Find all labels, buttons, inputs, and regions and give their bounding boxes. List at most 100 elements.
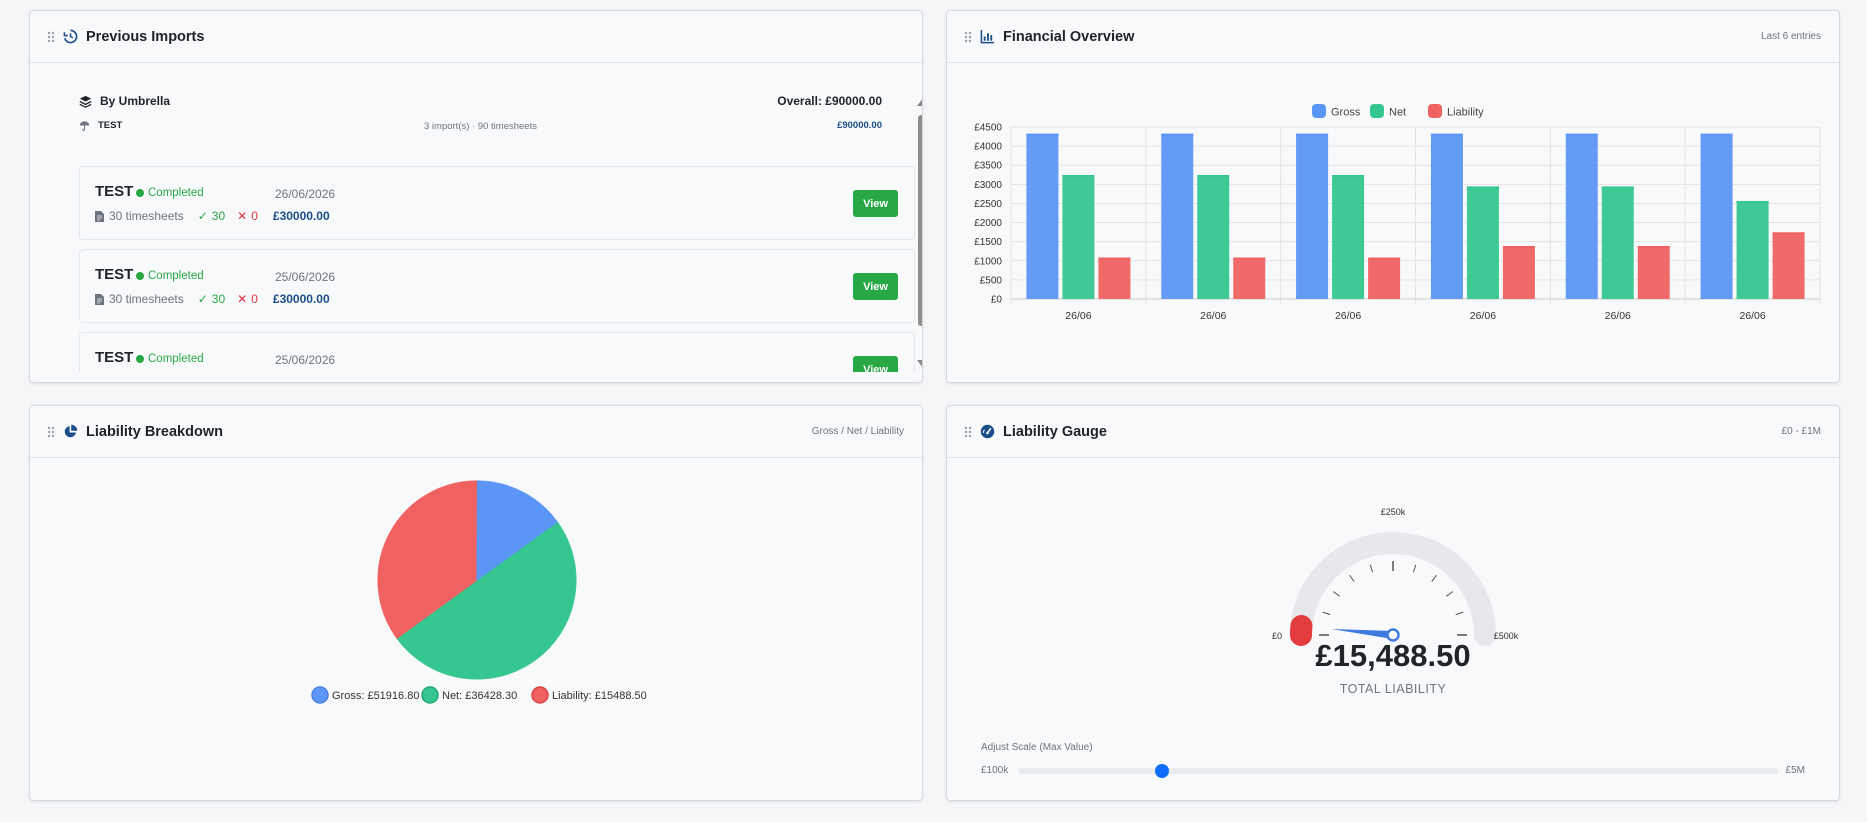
bar-gross	[1296, 133, 1329, 299]
view-button[interactable]: View	[853, 190, 898, 217]
legend-label: Liability	[1447, 107, 1484, 119]
drag-handle-icon[interactable]	[47, 426, 55, 438]
umbrella-overall-total: Overall: £90000.00	[777, 94, 882, 108]
view-button[interactable]: View	[853, 273, 898, 300]
view-button[interactable]: View	[853, 356, 898, 372]
umbrella-client-row: TEST 3 import(s) · 90 timesheets £90000.…	[79, 120, 882, 134]
financial-overview-header: Financial Overview Last 6 entries	[947, 11, 1839, 63]
import-date: 26/06/2026	[275, 187, 336, 201]
gauge-value-label: TOTAL LIABILITY	[1339, 682, 1447, 696]
umbrella-group-header: By Umbrella Overall: £90000.00	[79, 94, 882, 112]
import-item: TEST Completed 25/06/2026 30 timesheets …	[79, 249, 915, 323]
card-hint: Last 6 entries	[1760, 31, 1821, 42]
file-icon	[95, 210, 104, 222]
umbrella-client-amount: £90000.00	[837, 120, 882, 131]
bar-liability	[1368, 257, 1401, 299]
import-timesheets: 30 timesheets	[109, 209, 184, 223]
x-tick-label: 26/06	[1335, 310, 1361, 322]
drag-handle-icon[interactable]	[47, 31, 55, 43]
bar-liability	[1098, 257, 1131, 299]
y-tick-label: £0	[991, 295, 1003, 306]
legend-swatch	[1370, 104, 1384, 118]
liability-breakdown-card: Liability Breakdown Gross / Net / Liabil…	[29, 405, 923, 801]
legend-label: Gross: £51916.80	[332, 690, 419, 702]
scroll-down-icon[interactable]	[917, 360, 922, 368]
previous-imports-card: Previous Imports By Umbrella Overall: £9…	[29, 10, 923, 383]
bar-gross	[1565, 133, 1598, 299]
liability-gauge-card: Liability Gauge £0 - £1M £0 £250k £500k £1…	[946, 405, 1840, 801]
pie-slice-liability	[377, 480, 479, 640]
card-title: Previous Imports	[86, 28, 205, 45]
x-tick-label: 26/06	[1200, 310, 1226, 322]
bar-liability	[1772, 232, 1805, 299]
bar-liability	[1233, 257, 1266, 299]
y-tick-label: £3500	[974, 161, 1002, 172]
y-tick-label: £1000	[974, 256, 1002, 267]
drag-handle-icon[interactable]	[964, 426, 972, 438]
imports-scrollbar[interactable]	[916, 93, 922, 373]
card-title: Liability Breakdown	[86, 423, 223, 440]
import-status-text: Completed	[148, 187, 204, 199]
x-tick-label: 26/06	[1739, 310, 1765, 322]
file-icon	[95, 293, 104, 305]
pie-slice-gross	[476, 480, 558, 582]
drag-handle-icon[interactable]	[964, 31, 972, 43]
card-hint: Gross / Net / Liability	[811, 426, 904, 437]
umbrella-client-meta: 3 import(s) · 90 timesheets	[424, 121, 537, 132]
legend-swatch	[311, 686, 329, 704]
import-date: 25/06/2026	[275, 270, 336, 284]
status-dot-icon	[136, 272, 144, 280]
financial-overview-card: Financial Overview Last 6 entries Gross N…	[946, 10, 1840, 383]
bar-net	[1062, 175, 1095, 299]
check-icon: ✓	[197, 209, 208, 223]
y-tick-label: £4500	[974, 123, 1002, 134]
imports-list[interactable]: TEST Completed 26/06/2026 30 timesheets …	[79, 166, 915, 372]
import-status: Completed	[136, 353, 204, 365]
bar-net	[1197, 175, 1230, 299]
y-tick-label: £500	[980, 275, 1003, 286]
previous-imports-header: Previous Imports	[30, 11, 922, 63]
x-tick-label: 26/06	[1605, 310, 1631, 322]
gauge-mid-label: £250k	[1381, 507, 1406, 517]
gauge-tick	[1446, 591, 1454, 597]
gauge-min-label: £0	[1272, 631, 1282, 641]
scale-max-label: £5M	[1785, 765, 1805, 776]
bar-net	[1332, 175, 1365, 299]
scale-min-label: £100k	[981, 765, 1009, 776]
y-tick-label: £2500	[974, 199, 1002, 210]
scrollbar-thumb[interactable]	[918, 115, 922, 326]
gauge-tick	[1412, 564, 1417, 573]
bar-gross	[1430, 133, 1463, 299]
scale-slider[interactable]	[1018, 764, 1778, 778]
scale-slider-thumb[interactable]	[1155, 764, 1170, 778]
cross-icon: ✕	[237, 292, 248, 306]
import-failed-count: 0	[251, 209, 258, 223]
bar-liability	[1637, 246, 1670, 299]
import-name: TEST	[95, 349, 134, 366]
umbrella-client: TEST	[79, 120, 122, 131]
legend-swatch	[1428, 104, 1442, 118]
liability-breakdown-header: Liability Breakdown Gross / Net / Liabil…	[30, 406, 922, 458]
card-title: Liability Gauge	[1003, 423, 1107, 440]
import-item: TEST Completed 25/06/2026 View	[79, 332, 915, 372]
bar-chart-icon	[980, 29, 995, 44]
gauge-tick	[1322, 611, 1331, 616]
import-name: TEST	[95, 266, 134, 283]
card-hint: £0 - £1M	[1781, 426, 1821, 437]
x-tick-label: 26/06	[1470, 310, 1496, 322]
import-status: Completed	[136, 270, 204, 282]
status-dot-icon	[136, 355, 144, 363]
cross-icon: ✕	[237, 209, 248, 223]
gauge-track	[1290, 532, 1496, 646]
legend-label: Net	[1389, 107, 1406, 119]
bar-liability	[1502, 246, 1535, 299]
history-icon	[63, 29, 78, 44]
status-dot-icon	[136, 189, 144, 197]
legend-label: Liability: £15488.50	[552, 690, 647, 702]
layers-icon	[79, 95, 92, 108]
import-name: TEST	[95, 183, 134, 200]
liability-pie-chart: Gross: £51916.80 Net: £36428.30 Liability:…	[311, 480, 647, 704]
import-success-count: 30	[211, 292, 226, 306]
scroll-up-icon[interactable]	[917, 98, 922, 106]
x-tick-label: 26/06	[1065, 310, 1091, 322]
